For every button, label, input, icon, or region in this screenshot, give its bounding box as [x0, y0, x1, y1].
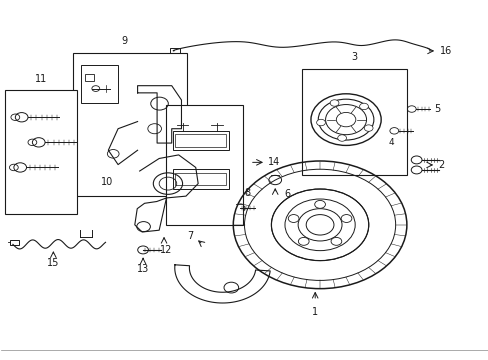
- Circle shape: [288, 215, 298, 222]
- Bar: [10, 240, 19, 244]
- Bar: [81, 65, 118, 103]
- Bar: [172, 131, 228, 150]
- Circle shape: [329, 100, 338, 106]
- Circle shape: [314, 201, 325, 208]
- Bar: [175, 134, 226, 147]
- Bar: [172, 169, 228, 189]
- Text: 5: 5: [433, 104, 439, 114]
- Text: 6: 6: [284, 189, 289, 199]
- Bar: [4, 90, 77, 214]
- Circle shape: [330, 237, 341, 245]
- Text: 2: 2: [437, 160, 444, 170]
- Circle shape: [341, 215, 351, 222]
- Circle shape: [364, 125, 372, 131]
- Text: 14: 14: [267, 157, 280, 167]
- Text: 13: 13: [137, 264, 149, 274]
- Bar: [175, 173, 226, 185]
- Bar: [165, 105, 242, 225]
- Bar: [85, 74, 94, 81]
- Circle shape: [316, 119, 325, 126]
- Bar: [302, 69, 406, 175]
- Circle shape: [298, 237, 308, 245]
- Text: 3: 3: [351, 52, 357, 62]
- Bar: [170, 48, 180, 53]
- Text: 4: 4: [388, 138, 394, 147]
- Circle shape: [359, 103, 367, 110]
- Text: 1: 1: [311, 307, 318, 317]
- Text: 16: 16: [439, 46, 451, 56]
- Text: 8: 8: [244, 188, 250, 198]
- Text: 12: 12: [160, 244, 172, 255]
- Text: 7: 7: [187, 231, 193, 241]
- Text: 10: 10: [101, 177, 113, 187]
- Text: 15: 15: [47, 258, 60, 268]
- Bar: [73, 53, 187, 196]
- Circle shape: [337, 135, 346, 141]
- Text: 11: 11: [35, 74, 47, 84]
- Text: 9: 9: [121, 36, 127, 46]
